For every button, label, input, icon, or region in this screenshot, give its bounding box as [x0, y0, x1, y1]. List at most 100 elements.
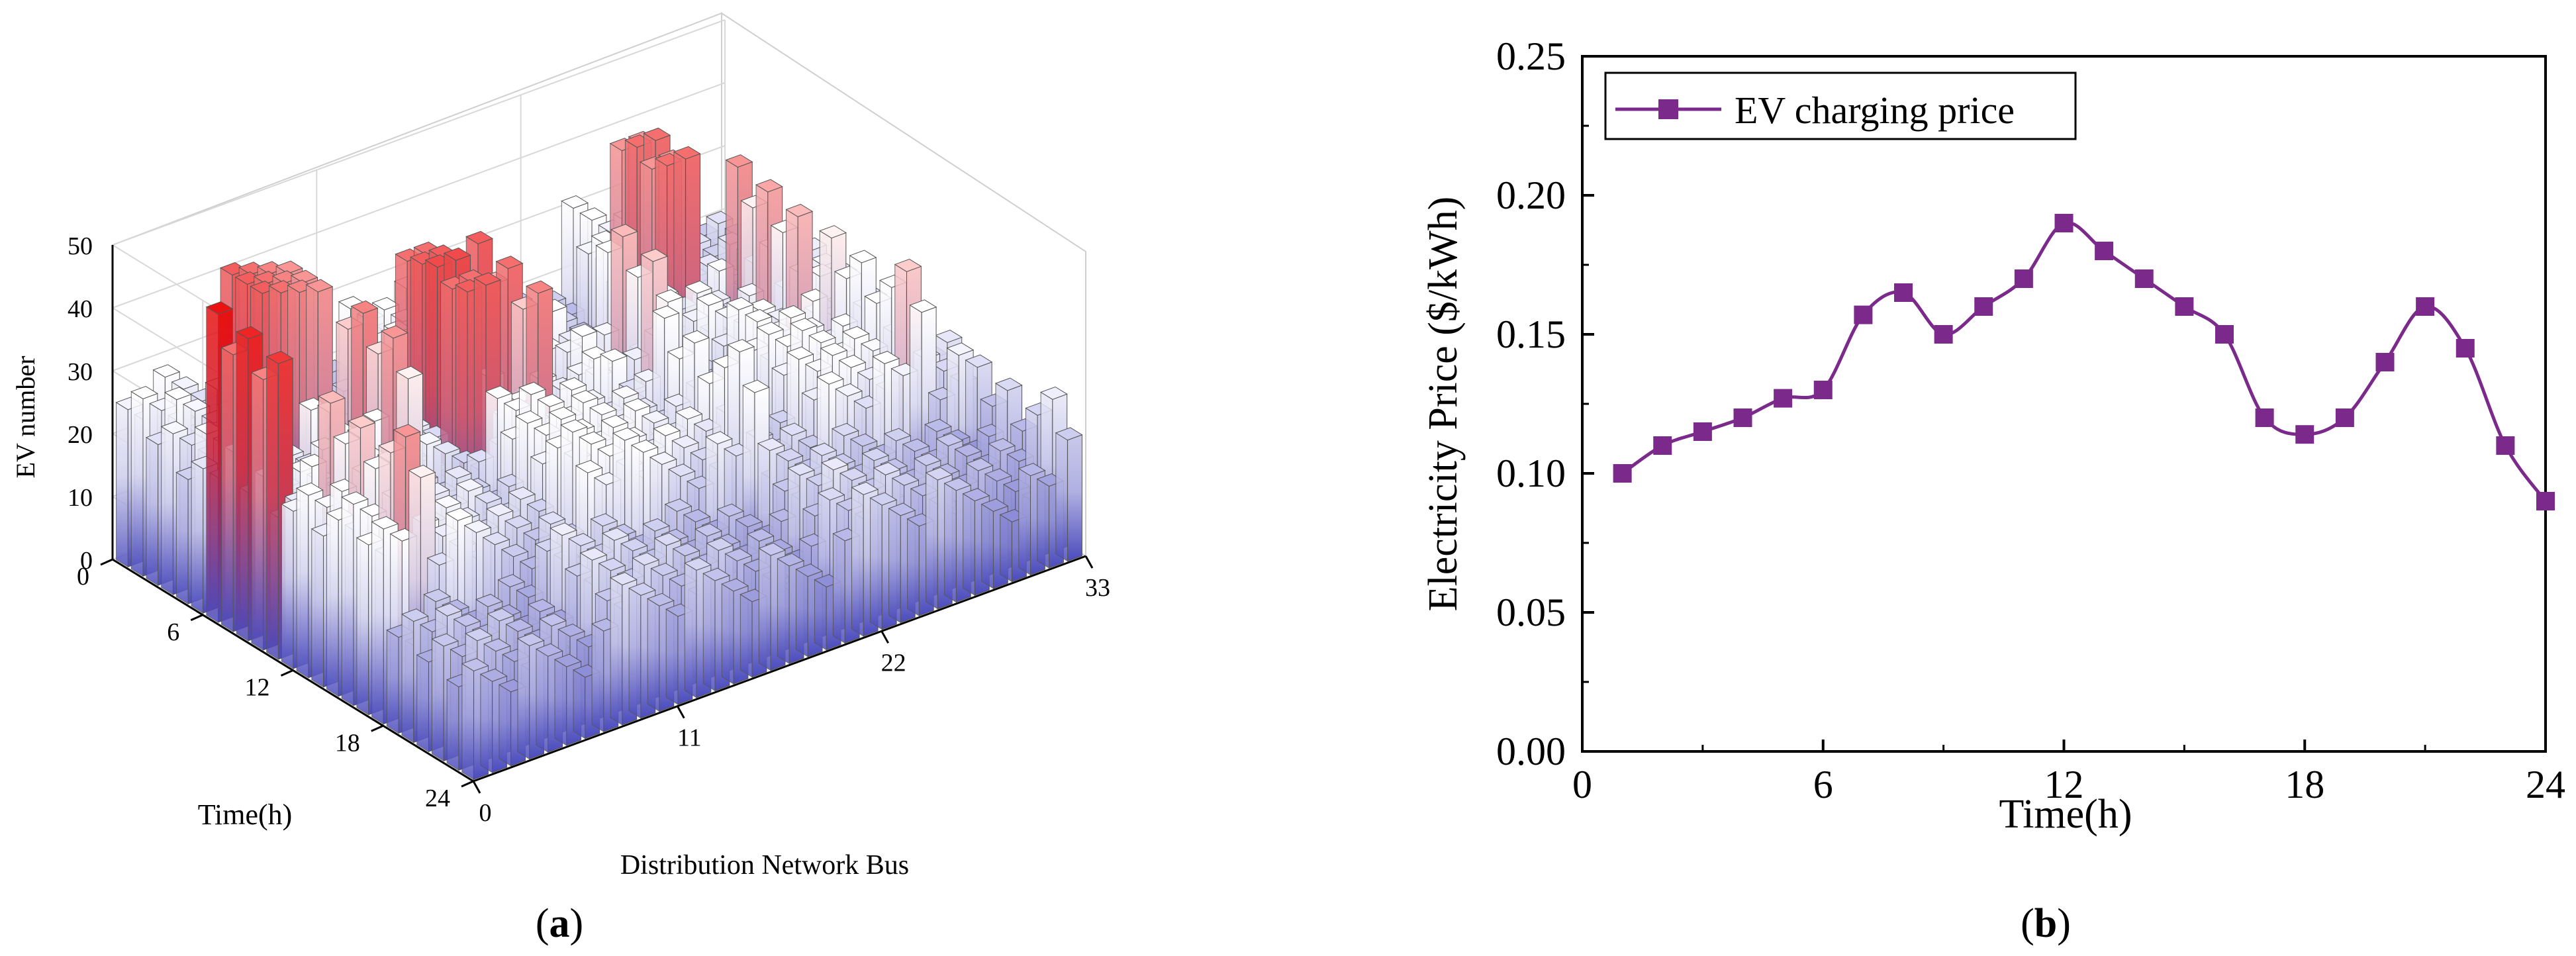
panel-b-letter: b: [2034, 901, 2057, 946]
data-point: [1813, 381, 1833, 399]
bar-top-face: [152, 364, 181, 378]
data-point: [1653, 436, 1672, 455]
bar-top-face: [443, 247, 471, 261]
data-point: [2014, 269, 2033, 288]
y-tick-label: 0.20: [1496, 173, 1566, 217]
bar-side-face: [161, 426, 173, 596]
bar-top-face: [275, 260, 303, 274]
bar-side-face: [1000, 514, 1012, 583]
panel-b-axes: 0.000.050.100.150.200.250 6 12 18 24: [1496, 34, 2565, 806]
wall-gridline: [112, 19, 726, 246]
bar-side-face: [251, 371, 264, 651]
bar-side-face: [610, 577, 623, 726]
data-point: [2095, 242, 2114, 260]
bus-tick: [677, 705, 685, 719]
data-point: [2375, 353, 2395, 371]
data-point: [2335, 408, 2354, 427]
data-point: [2175, 297, 2194, 316]
bus-tick: [1084, 555, 1094, 569]
data-point: [1894, 283, 1913, 302]
y-axis-title: Electricity Price ($/kWh): [1421, 197, 1466, 612]
bar-top-face: [696, 293, 724, 307]
bar-side-face: [777, 558, 790, 665]
bar-side-face: [296, 487, 309, 679]
bar: [1055, 427, 1083, 562]
data-point: [2134, 269, 2154, 288]
bar-side-face: [536, 648, 549, 753]
data-point: [2255, 408, 2274, 427]
z-tick-label: 20: [68, 421, 93, 449]
bar-side-face: [401, 613, 414, 743]
time-tick: [371, 724, 384, 732]
bar-side-face: [175, 471, 189, 605]
time-tick-label: 24: [425, 785, 450, 812]
bar-side-face: [795, 568, 808, 657]
bar-side-face: [517, 638, 530, 760]
bar-side-face: [851, 487, 864, 637]
bus-tick: [881, 630, 889, 644]
bar-top-face: [643, 127, 671, 141]
y-tick-label: 0.05: [1496, 591, 1566, 634]
bar-top-face: [755, 179, 783, 193]
y-tick-label: 0.00: [1496, 730, 1566, 773]
bar-side-face: [907, 518, 920, 616]
bar-side-face: [266, 356, 279, 660]
panel-a-letter: a: [549, 901, 570, 946]
bar-side-face: [981, 503, 994, 589]
bar-top-face: [465, 230, 493, 244]
bar-side-face: [1055, 432, 1069, 562]
bar-side-face: [116, 402, 128, 568]
bar-top-face: [381, 325, 408, 339]
bar-side-face: [944, 483, 957, 603]
bar-side-face: [341, 496, 354, 706]
z-tick-label: 30: [68, 358, 93, 386]
data-point: [2054, 214, 2074, 232]
bar-side-face: [326, 512, 339, 697]
data-point: [1733, 408, 1752, 427]
wall-gridline: [112, 82, 726, 309]
bar-side-face: [684, 562, 697, 698]
bar-top-face: [290, 269, 318, 283]
bar-top-face: [350, 300, 379, 314]
bar-side-face: [814, 579, 827, 651]
bar-top-face: [610, 224, 638, 238]
z-tick-label: 40: [68, 295, 93, 323]
bar-top-face: [164, 387, 192, 401]
bar-side-face: [461, 663, 475, 781]
plot-frame: [1581, 55, 2547, 753]
bar-top-face: [495, 256, 524, 269]
time-tick: [190, 614, 203, 622]
bar-side-face: [832, 533, 845, 644]
bar-side-face: [386, 629, 399, 734]
bar-top-face: [236, 326, 263, 340]
bar-top-face: [160, 420, 189, 434]
bar-front-face: [1067, 434, 1082, 562]
bar-side-face: [1037, 478, 1050, 569]
panel-a-label: (a): [536, 901, 583, 946]
bar-side-face: [146, 436, 159, 587]
legend-label: EV charging price: [1735, 89, 2015, 132]
y-tick-label: 0.10: [1496, 452, 1566, 495]
bars-3d: [115, 127, 1083, 781]
bar-side-face: [281, 503, 294, 669]
z-axis-title: EV number: [11, 356, 40, 479]
bar-top-face: [569, 323, 598, 337]
data-point: [1974, 297, 1993, 316]
bar-side-face: [702, 573, 716, 692]
y-tick-label: 0.15: [1496, 312, 1566, 356]
bar-side-face: [739, 594, 753, 678]
bar-top-face: [725, 154, 753, 168]
legend: EV charging price: [1604, 72, 2077, 140]
bar-top-face: [579, 207, 608, 221]
bar-side-face: [130, 391, 144, 577]
bar-side-face: [591, 623, 604, 733]
bar-side-face: [431, 638, 444, 762]
bar-side-face: [499, 684, 512, 767]
time-tick-label: 18: [335, 729, 360, 757]
data-point: [1774, 389, 1793, 408]
y-tick-label: 0.25: [1496, 34, 1566, 78]
data-point: [2496, 436, 2515, 455]
bar-side-face: [870, 497, 883, 630]
x-tick-label: 6: [1813, 763, 1833, 806]
x-axis-title: Time(h): [1999, 792, 2132, 837]
